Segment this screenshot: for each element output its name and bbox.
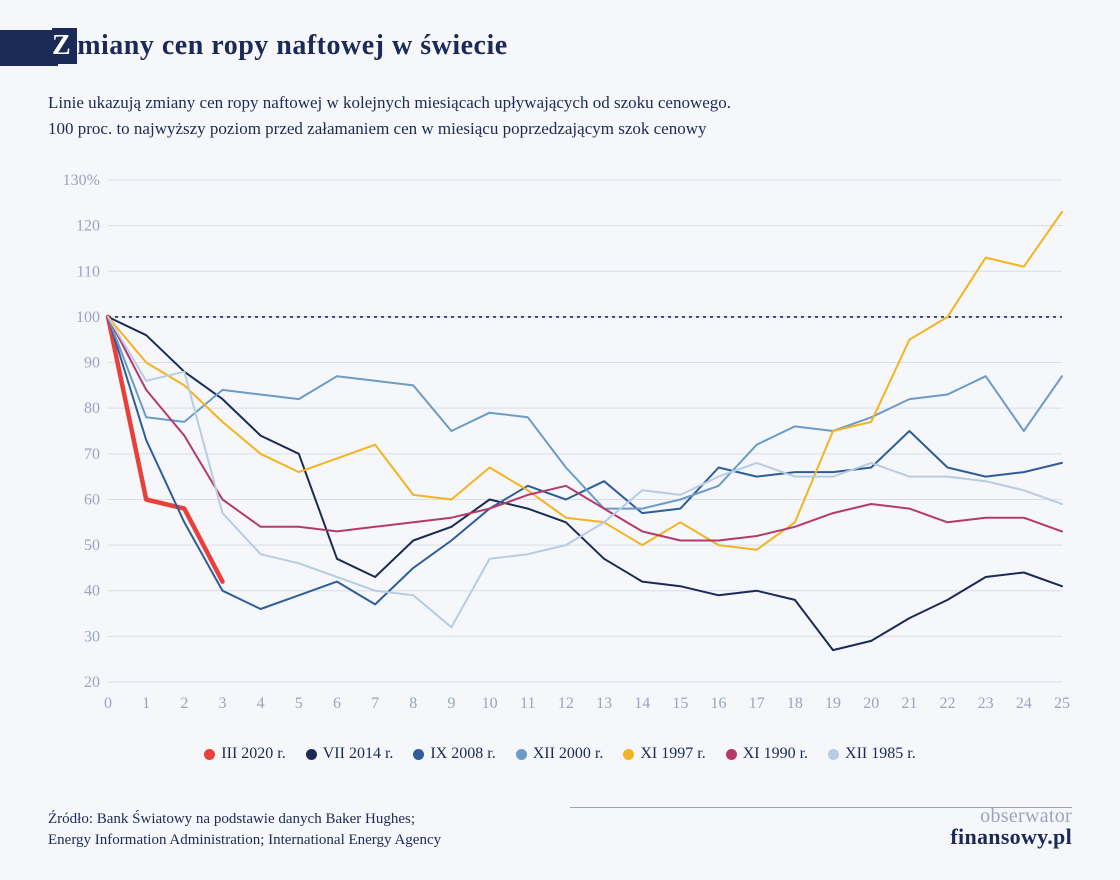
svg-text:80: 80: [84, 400, 100, 417]
brand-line-1: obserwator: [950, 806, 1072, 826]
line-chart: 2030405060708090100110120130%01234567891…: [48, 170, 1072, 730]
svg-text:110: 110: [77, 263, 100, 280]
svg-text:14: 14: [634, 695, 650, 712]
legend-marker: [726, 749, 737, 760]
svg-text:130%: 130%: [63, 172, 100, 189]
chart-subtitle: Linie ukazują zmiany cen ropy naftowej w…: [48, 90, 1072, 143]
legend-item: VII 2014 r.: [306, 745, 394, 763]
legend-item: III 2020 r.: [204, 745, 285, 763]
svg-text:100: 100: [76, 309, 100, 326]
svg-text:40: 40: [84, 583, 100, 600]
brand-line-2: finansowy.pl: [950, 826, 1072, 848]
svg-text:15: 15: [672, 695, 688, 712]
svg-text:120: 120: [76, 218, 100, 235]
svg-text:6: 6: [333, 695, 341, 712]
svg-text:21: 21: [901, 695, 917, 712]
svg-text:13: 13: [596, 695, 612, 712]
svg-text:20: 20: [863, 695, 879, 712]
legend-item: XII 1985 r.: [828, 745, 916, 763]
svg-text:20: 20: [84, 674, 100, 691]
legend-label: XI 1997 r.: [640, 745, 705, 762]
figure-container: Zmiany cen ropy naftowej w świecie Linie…: [0, 0, 1120, 880]
svg-text:3: 3: [218, 695, 226, 712]
svg-text:12: 12: [558, 695, 574, 712]
svg-text:50: 50: [84, 537, 100, 554]
svg-text:7: 7: [371, 695, 379, 712]
svg-text:22: 22: [940, 695, 956, 712]
legend-label: XII 2000 r.: [533, 745, 604, 762]
subtitle-line-2: 100 proc. to najwyższy poziom przed zała…: [48, 119, 707, 138]
svg-text:70: 70: [84, 446, 100, 463]
svg-text:23: 23: [978, 695, 994, 712]
title-rest: miany cen ropy naftowej w świecie: [77, 30, 507, 61]
source-line-2: Energy Information Administration; Inter…: [48, 832, 441, 848]
svg-text:90: 90: [84, 355, 100, 372]
svg-text:2: 2: [180, 695, 188, 712]
chart-title: Zmiany cen ropy naftowej w świecie: [58, 28, 508, 64]
legend-item: XII 2000 r.: [516, 745, 604, 763]
subtitle-line-1: Linie ukazują zmiany cen ropy naftowej w…: [48, 93, 731, 112]
svg-text:8: 8: [409, 695, 417, 712]
svg-text:24: 24: [1016, 695, 1032, 712]
svg-text:0: 0: [104, 695, 112, 712]
svg-text:16: 16: [711, 695, 727, 712]
chart-legend: III 2020 r. VII 2014 r. IX 2008 r. XII 2000…: [48, 745, 1072, 763]
svg-text:19: 19: [825, 695, 841, 712]
legend-marker: [204, 749, 215, 760]
svg-text:60: 60: [84, 491, 100, 508]
legend-marker: [623, 749, 634, 760]
legend-marker: [306, 749, 317, 760]
legend-label: III 2020 r.: [221, 745, 285, 762]
title-accent-bar: [0, 30, 58, 66]
source-attribution: Źródło: Bank Światowy na podstawie danyc…: [48, 809, 441, 853]
source-line-1: Źródło: Bank Światowy na podstawie danyc…: [48, 811, 415, 827]
svg-text:1: 1: [142, 695, 150, 712]
title-initial: Z: [52, 28, 77, 64]
legend-marker: [828, 749, 839, 760]
svg-text:5: 5: [295, 695, 303, 712]
legend-marker: [516, 749, 527, 760]
svg-text:17: 17: [749, 695, 765, 712]
svg-text:4: 4: [257, 695, 265, 712]
svg-text:10: 10: [482, 695, 498, 712]
legend-item: IX 2008 r.: [413, 745, 495, 763]
svg-text:25: 25: [1054, 695, 1070, 712]
legend-item: XI 1990 r.: [726, 745, 808, 763]
legend-label: IX 2008 r.: [430, 745, 495, 762]
brand-logo: obserwator finansowy.pl: [950, 806, 1072, 848]
legend-marker: [413, 749, 424, 760]
svg-text:9: 9: [447, 695, 455, 712]
svg-text:11: 11: [520, 695, 535, 712]
legend-label: XII 1985 r.: [845, 745, 916, 762]
legend-item: XI 1997 r.: [623, 745, 705, 763]
legend-label: VII 2014 r.: [323, 745, 394, 762]
svg-text:18: 18: [787, 695, 803, 712]
svg-text:30: 30: [84, 628, 100, 645]
legend-label: XI 1990 r.: [743, 745, 808, 762]
